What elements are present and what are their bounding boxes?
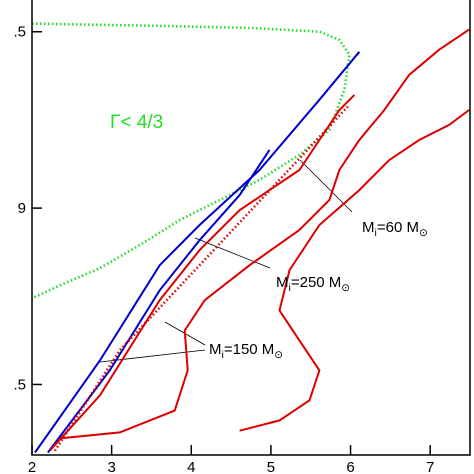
leader-line [99,349,206,363]
x-tick-label: 4 [187,459,195,474]
annotation-text: =150 M [224,341,274,358]
annotation-text: M [209,341,222,358]
annotation: Γ< 4/3 [110,112,163,133]
x-tick-label: 2 [28,459,36,474]
series-line [49,94,356,452]
annotation-text: =60 M [377,219,419,236]
series-line [53,103,351,452]
y-tick-label: 9 [18,200,26,217]
annotation-subscript: i [375,227,377,239]
annotation-subscript: i [289,282,291,294]
x-tick-label: 3 [107,459,115,474]
plot-frame [31,0,471,456]
leader-lines [99,159,353,363]
series-line [59,28,470,440]
series-line [239,109,470,432]
x-tick-label: 6 [346,459,354,474]
annotation: Mi=150 M⊙ [209,341,283,361]
x-tick-label: 7 [426,459,434,474]
annotation-subscript: ⊙ [341,282,350,294]
annotation: Mi=250 M⊙ [276,274,350,294]
annotation: Mi=60 M⊙ [362,219,428,239]
annotation-text: M [276,274,289,291]
series-line [34,51,361,454]
annotation-subscript: ⊙ [274,349,283,361]
annotation-subscript: i [222,349,224,361]
annotation-text: =250 M [291,274,341,291]
annotation-text: M [362,219,375,236]
series-line [31,22,351,300]
y-tick-label: .5 [13,24,26,41]
y-tick-label: .5 [13,376,26,393]
x-tick-label: 5 [267,459,275,474]
annotation-text: Γ< 4/3 [110,112,163,133]
annotation-subscript: ⊙ [419,227,428,239]
